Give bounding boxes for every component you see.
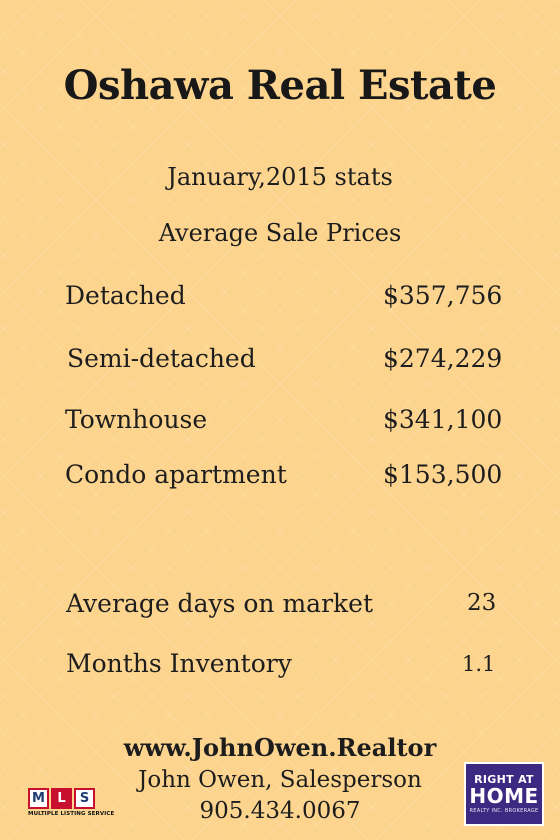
mls-letter-l: L	[51, 788, 72, 809]
stat-label-months-inventory: Months Inventory	[66, 649, 292, 678]
brokerage-logo-line3: REALTY INC. BROKERAGE	[469, 808, 539, 814]
price-label-detached: Detached	[65, 281, 186, 310]
stat-value-months-inventory: 1.1	[462, 652, 496, 676]
brokerage-logo-line1: RIGHT AT	[474, 773, 534, 786]
mls-letter-m: M	[28, 788, 49, 809]
price-label-semi-detached: Semi-detached	[67, 344, 256, 373]
brokerage-logo: RIGHT AT HOME REALTY INC. BROKERAGE	[464, 762, 544, 826]
section-heading: Average Sale Prices	[158, 219, 402, 247]
page-title: Oshawa Real Estate	[63, 62, 497, 109]
price-value-semi-detached: $274,229	[383, 344, 503, 373]
website-link[interactable]: www.JohnOwen.Realtor	[123, 733, 437, 762]
agent-name: John Owen, Salesperson	[138, 767, 422, 793]
stat-label-days-on-market: Average days on market	[66, 589, 374, 618]
mls-tagline: MULTIPLE LISTING SERVICE	[28, 811, 115, 817]
price-value-townhouse: $341,100	[383, 405, 503, 434]
phone-number[interactable]: 905.434.0067	[199, 798, 361, 824]
price-value-detached: $357,756	[383, 281, 503, 310]
brokerage-logo-line2: HOME	[469, 784, 539, 808]
price-value-condo: $153,500	[383, 460, 503, 489]
period-subtitle: January,2015 stats	[167, 163, 393, 191]
stat-value-days-on-market: 23	[467, 590, 497, 616]
mls-letter-s: S	[74, 788, 95, 809]
price-label-condo: Condo apartment	[65, 460, 287, 489]
price-label-townhouse: Townhouse	[65, 405, 208, 434]
mls-logo: M L S MULTIPLE LISTING SERVICE	[28, 788, 115, 822]
